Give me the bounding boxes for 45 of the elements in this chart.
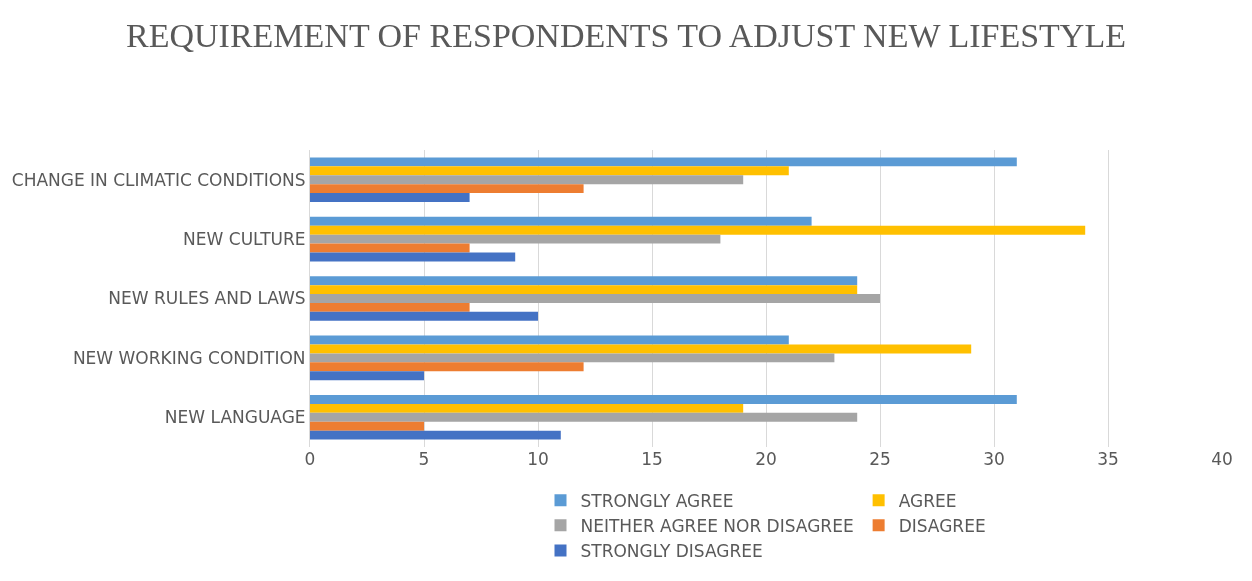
bar — [310, 285, 858, 295]
x-tick-label: 35 — [1097, 449, 1119, 469]
y-tick-label: CHANGE IN CLIMATIC CONDITIONS — [11, 169, 306, 190]
bar — [310, 175, 744, 185]
y-tick-label: NEW CULTURE — [183, 229, 306, 250]
y-tick-label: NEW RULES AND LAWS — [108, 288, 306, 309]
legend-label: STRONGLY DISAGREE — [580, 541, 763, 562]
x-tick-label: 40 — [1211, 449, 1233, 469]
bar — [310, 421, 424, 431]
bar — [310, 193, 470, 202]
bar — [310, 430, 561, 440]
x-tick-label: 10 — [527, 449, 549, 469]
bar — [310, 371, 424, 381]
bar — [310, 362, 584, 372]
legend-label: DISAGREE — [898, 515, 986, 536]
bar — [310, 311, 538, 321]
bar — [310, 276, 858, 286]
bar — [310, 412, 858, 422]
bar — [310, 166, 789, 176]
x-tick-label: 15 — [641, 449, 663, 469]
x-tick-label: 20 — [755, 449, 777, 469]
bar — [310, 252, 516, 262]
bar — [310, 216, 812, 226]
chart-title: REQUIREMENT OF RESPONDENTS TO ADJUST NEW LIFESTYLE — [126, 17, 1126, 55]
legend-label: AGREE — [898, 490, 957, 511]
bar — [310, 335, 789, 345]
bar — [310, 353, 835, 363]
legend-label: STRONGLY AGREE — [580, 490, 734, 511]
bar — [310, 157, 1017, 167]
x-tick-label: 30 — [983, 449, 1005, 469]
bar — [310, 243, 470, 253]
legend-label: NEITHER AGREE NOR DISAGREE — [580, 515, 854, 536]
x-tick-label: 5 — [418, 449, 430, 469]
bar — [310, 344, 972, 354]
bar — [310, 234, 721, 244]
bar — [310, 225, 1086, 235]
bar — [310, 395, 1017, 404]
bar — [310, 403, 744, 413]
bar — [310, 302, 470, 312]
x-tick-label: 0 — [304, 449, 316, 469]
y-tick-label: NEW LANGUAGE — [164, 407, 306, 428]
x-tick-label: 25 — [869, 449, 891, 469]
y-tick-label: NEW WORKING CONDITION — [72, 347, 306, 368]
bar — [310, 294, 880, 303]
bar — [310, 184, 584, 194]
